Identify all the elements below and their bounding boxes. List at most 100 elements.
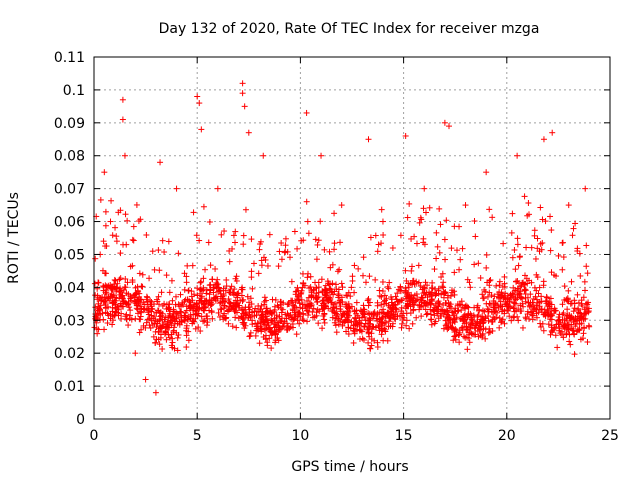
data-point	[472, 331, 479, 338]
data-point	[359, 335, 366, 342]
data-point	[486, 300, 493, 307]
data-point	[218, 231, 225, 238]
data-point	[229, 323, 236, 330]
grid-lines	[94, 57, 610, 419]
data-point	[328, 289, 335, 296]
x-tick-label: 25	[601, 428, 619, 444]
data-point	[522, 291, 529, 298]
data-point	[116, 288, 123, 295]
data-point	[129, 279, 136, 286]
data-point	[166, 324, 173, 331]
data-point	[162, 328, 169, 335]
data-point	[372, 232, 379, 239]
data-point	[151, 266, 158, 273]
data-point	[447, 293, 454, 300]
data-point	[100, 287, 107, 294]
data-point	[563, 330, 570, 337]
data-point	[270, 308, 277, 315]
data-point	[564, 322, 571, 329]
data-point	[466, 339, 473, 346]
data-point	[293, 304, 300, 311]
data-point	[490, 304, 497, 311]
data-point	[231, 286, 238, 293]
data-point	[542, 218, 549, 225]
data-point	[378, 319, 385, 326]
data-point	[335, 286, 342, 293]
data-point	[418, 313, 425, 320]
data-point	[268, 317, 275, 324]
data-point	[391, 301, 398, 308]
data-point	[95, 303, 102, 310]
data-point	[190, 311, 197, 318]
data-point	[105, 293, 112, 300]
data-point	[321, 310, 328, 317]
data-point	[578, 313, 585, 320]
data-point	[365, 136, 372, 143]
data-point	[557, 330, 564, 337]
data-point	[499, 316, 506, 323]
data-point	[313, 285, 320, 292]
data-point	[537, 323, 544, 330]
data-point	[365, 310, 372, 317]
data-point	[312, 236, 319, 243]
data-point	[132, 298, 139, 305]
data-point	[540, 327, 547, 334]
data-point	[349, 273, 356, 280]
data-point	[400, 310, 407, 317]
data-point	[520, 303, 527, 310]
data-point	[177, 308, 184, 315]
data-point	[348, 284, 355, 291]
data-point	[113, 233, 120, 240]
data-point	[288, 278, 295, 285]
data-point	[298, 237, 305, 244]
data-point	[242, 311, 249, 318]
data-point	[127, 307, 134, 314]
data-point	[526, 315, 533, 322]
data-point	[319, 300, 326, 307]
data-point	[259, 314, 266, 321]
data-point	[307, 273, 314, 280]
data-point	[346, 312, 353, 319]
data-point	[524, 308, 531, 315]
data-point	[249, 321, 256, 328]
data-point	[337, 298, 344, 305]
data-point	[271, 303, 278, 310]
data-point	[112, 301, 119, 308]
data-point	[385, 318, 392, 325]
data-point	[389, 305, 396, 312]
data-point	[321, 316, 328, 323]
data-point	[102, 208, 109, 215]
data-point	[421, 289, 428, 296]
data-point	[206, 218, 213, 225]
data-point	[256, 340, 263, 347]
data-point	[445, 312, 452, 319]
data-point	[146, 322, 153, 329]
data-point	[299, 305, 306, 312]
data-point	[446, 123, 453, 130]
data-point	[471, 304, 478, 311]
data-point	[314, 298, 321, 305]
data-point	[200, 203, 207, 210]
data-point	[389, 244, 396, 251]
data-point	[455, 307, 462, 314]
data-point	[569, 232, 576, 239]
data-point	[353, 319, 360, 326]
data-point	[173, 185, 180, 192]
data-point	[160, 322, 167, 329]
data-point	[260, 152, 267, 159]
data-point	[475, 260, 482, 267]
data-point	[404, 303, 411, 310]
data-point	[255, 270, 262, 277]
data-point	[576, 250, 583, 257]
data-point	[221, 228, 228, 235]
data-point	[501, 280, 508, 287]
data-point	[224, 307, 231, 314]
data-point	[565, 202, 572, 209]
data-point	[385, 285, 392, 292]
data-point	[380, 306, 387, 313]
data-point	[103, 283, 110, 290]
data-point	[220, 298, 227, 305]
data-point	[153, 324, 160, 331]
data-point	[444, 326, 451, 333]
data-point	[214, 281, 221, 288]
